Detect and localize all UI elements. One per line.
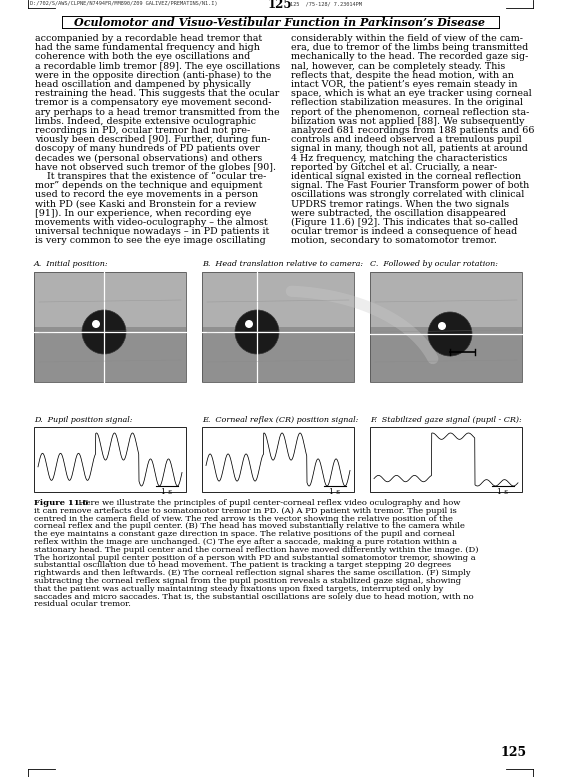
Text: bilization was not applied [88]. We subsequently: bilization was not applied [88]. We subs…	[291, 117, 525, 126]
Text: universal technique nowadays – in PD patients it: universal technique nowadays – in PD pat…	[35, 227, 269, 236]
Bar	[370, 327, 522, 382]
Text: centred in the camera field of view. The red arrow is the vector showing the rel: centred in the camera field of view. The…	[34, 514, 453, 523]
Text: a recordable limb tremor [89]. The eye oscillations: a recordable limb tremor [89]. The eye o…	[35, 61, 280, 71]
Bar	[370, 427, 522, 492]
Text: corneal reflex and the pupil center. (B) The head has moved substantially relati: corneal reflex and the pupil center. (B)…	[34, 522, 465, 531]
Text: 125: 125	[501, 746, 527, 759]
Text: D.  Pupil position signal:: D. Pupil position signal:	[34, 416, 132, 424]
Text: 1 s: 1 s	[329, 488, 341, 496]
Text: it can remove artefacts due to somatomotor tremor in PD. (A) A PD patient with t: it can remove artefacts due to somatomot…	[34, 507, 457, 515]
Text: movements with video-oculography – the almost: movements with video-oculography – the a…	[35, 218, 268, 227]
Text: accompanied by a recordable head tremor that: accompanied by a recordable head tremor …	[35, 34, 262, 43]
Circle shape	[438, 322, 446, 330]
Text: analyzed 681 recordings from 188 patients and 66: analyzed 681 recordings from 188 patient…	[291, 126, 535, 135]
Text: rightwards and then leftwards. (E) The corneal reflection signal shares the same: rightwards and then leftwards. (E) The c…	[34, 570, 471, 577]
Text: A.  Initial position:: A. Initial position:	[34, 260, 109, 268]
Text: decades we (personal observations) and others: decades we (personal observations) and o…	[35, 154, 262, 162]
Text: the eye maintains a constant gaze direction in space. The relative positions of : the eye maintains a constant gaze direct…	[34, 530, 455, 538]
Text: UPDRS tremor ratings. When the two signals: UPDRS tremor ratings. When the two signa…	[291, 200, 509, 208]
Text: C.  Followed by ocular rotation:: C. Followed by ocular rotation:	[370, 260, 498, 268]
Text: restraining the head. This suggests that the ocular: restraining the head. This suggests that…	[35, 89, 279, 98]
Bar	[34, 272, 186, 327]
Text: The horizontal pupil center position of a person with PD and substantial somatom: The horizontal pupil center position of …	[34, 553, 476, 562]
Bar	[370, 272, 522, 327]
Text: subtracting the corneal reflex signal from the pupil position reveals a stabiliz: subtracting the corneal reflex signal fr…	[34, 577, 461, 585]
Text: had the same fundamental frequency and high: had the same fundamental frequency and h…	[35, 44, 260, 52]
Text: identical signal existed in the corneal reflection: identical signal existed in the corneal …	[291, 172, 521, 181]
Circle shape	[82, 310, 126, 354]
Text: saccades and micro saccades. That is, the substantial oscillations are solely du: saccades and micro saccades. That is, th…	[34, 593, 473, 601]
Text: (Figure 11.6) [92]. This indicates that so-called: (Figure 11.6) [92]. This indicates that …	[291, 218, 518, 227]
Text: reflex within the image are unchanged. (C) The eye after a saccade, making a pur: reflex within the image are unchanged. (…	[34, 538, 457, 546]
Text: head oscillation and dampened by physically: head oscillation and dampened by physica…	[35, 80, 251, 89]
Text: is very common to see the eye image oscillating: is very common to see the eye image osci…	[35, 236, 266, 246]
Text: mechanically to the head. The recorded gaze sig-: mechanically to the head. The recorded g…	[291, 52, 528, 61]
Text: motion, secondary to somatomotor tremor.: motion, secondary to somatomotor tremor.	[291, 236, 497, 246]
Text: report of the phenomenon, corneal reflection sta-: report of the phenomenon, corneal reflec…	[291, 107, 530, 117]
Text: signal in many, though not all, patients at around: signal in many, though not all, patients…	[291, 145, 528, 153]
Text: were in the opposite direction (anti-phase) to the: were in the opposite direction (anti-pha…	[35, 71, 272, 80]
Text: reported by Gitchel et al. Crucially, a near-: reported by Gitchel et al. Crucially, a …	[291, 163, 497, 172]
Text: 1 s: 1 s	[162, 488, 173, 496]
Text: Figure 11.6: Figure 11.6	[34, 499, 89, 507]
Circle shape	[92, 320, 100, 328]
Text: reflection stabilization measures. In the original: reflection stabilization measures. In th…	[291, 99, 523, 107]
Text: [91]). In our experience, when recording eye: [91]). In our experience, when recording…	[35, 209, 251, 218]
Text: were subtracted, the oscillation disappeared: were subtracted, the oscillation disappe…	[291, 209, 506, 218]
Text: ocular tremor is indeed a consequence of head: ocular tremor is indeed a consequence of…	[291, 227, 517, 236]
Text: substantial oscillation due to head movement. The patient is tracking a target s: substantial oscillation due to head move…	[34, 562, 451, 570]
Text: 125: 125	[268, 0, 292, 11]
Text: B.  Head translation relative to camera:: B. Head translation relative to camera:	[202, 260, 363, 268]
Circle shape	[235, 310, 279, 354]
Bar	[34, 427, 186, 492]
Text: 1 s: 1 s	[498, 488, 509, 496]
Circle shape	[245, 320, 253, 328]
Text: F.  Stabilized gaze signal (pupil - CR):: F. Stabilized gaze signal (pupil - CR):	[370, 416, 522, 424]
Bar	[202, 272, 354, 327]
Bar	[370, 272, 522, 382]
Text: controls and indeed observed a tremulous pupil: controls and indeed observed a tremulous…	[291, 135, 522, 145]
Text: that the patient was actually maintaining steady fixations upon fixed targets, i: that the patient was actually maintainin…	[34, 585, 443, 593]
Text: limbs. Indeed, despite extensive oculographic: limbs. Indeed, despite extensive oculogr…	[35, 117, 256, 126]
Bar	[34, 327, 186, 382]
Text: residual ocular tremor.: residual ocular tremor.	[34, 601, 131, 608]
Text: have not observed such tremor of the globes [90].: have not observed such tremor of the glo…	[35, 163, 276, 172]
Text: Here we illustrate the principles of pupil center-corneal reflex video oculograp: Here we illustrate the principles of pup…	[73, 499, 461, 507]
Text: era, due to tremor of the limbs being transmitted: era, due to tremor of the limbs being tr…	[291, 44, 528, 52]
Text: 125  /75-128/ 7.23014PM: 125 /75-128/ 7.23014PM	[290, 2, 362, 6]
Bar	[34, 272, 186, 382]
Bar	[202, 327, 354, 382]
Text: It transpires that the existence of “ocular tre-: It transpires that the existence of “ocu…	[35, 172, 266, 181]
Bar	[202, 272, 354, 382]
Text: used to record the eye movements in a person: used to record the eye movements in a pe…	[35, 190, 258, 200]
Text: 4 Hz frequency, matching the characteristics: 4 Hz frequency, matching the characteris…	[291, 154, 507, 162]
Text: space, which is what an eye tracker using corneal: space, which is what an eye tracker usin…	[291, 89, 532, 98]
Text: with PD (see Kaski and Bronstein for a review: with PD (see Kaski and Bronstein for a r…	[35, 200, 256, 208]
Text: nal, however, can be completely steady. This: nal, however, can be completely steady. …	[291, 61, 505, 71]
Text: E.  Corneal reflex (CR) position signal:: E. Corneal reflex (CR) position signal:	[202, 416, 358, 424]
Text: doscopy of many hundreds of PD patients over: doscopy of many hundreds of PD patients …	[35, 145, 260, 153]
Text: tremor is a compensatory eye movement second-: tremor is a compensatory eye movement se…	[35, 99, 272, 107]
Circle shape	[428, 312, 472, 356]
Text: intact VOR, the patient’s eyes remain steady in: intact VOR, the patient’s eyes remain st…	[291, 80, 517, 89]
Text: recordings in PD, ocular tremor had not pre-: recordings in PD, ocular tremor had not …	[35, 126, 250, 135]
Text: coherence with both the eye oscillations and: coherence with both the eye oscillations…	[35, 52, 250, 61]
Bar	[202, 427, 354, 492]
Text: reflects that, despite the head motion, with an: reflects that, despite the head motion, …	[291, 71, 514, 80]
Text: stationary head. The pupil center and the corneal reflection have moved differen: stationary head. The pupil center and th…	[34, 545, 479, 554]
Text: signal. The Fast Fourier Transform power of both: signal. The Fast Fourier Transform power…	[291, 181, 529, 190]
Text: considerably within the field of view of the cam-: considerably within the field of view of…	[291, 34, 523, 43]
Text: D:/702/S/AWS/CLPNE/N7494FR/MM890/Z09 GALIVEZ/PREMATINS/N1.I): D:/702/S/AWS/CLPNE/N7494FR/MM890/Z09 GAL…	[30, 2, 218, 6]
Text: mor” depends on the technique and equipment: mor” depends on the technique and equipm…	[35, 181, 263, 190]
Text: ary perhaps to a head tremor transmitted from the: ary perhaps to a head tremor transmitted…	[35, 107, 279, 117]
Text: viously been described [90]. Further, during fun-: viously been described [90]. Further, du…	[35, 135, 270, 145]
Text: oscillations was strongly correlated with clinical: oscillations was strongly correlated wit…	[291, 190, 525, 200]
Text: Oculomotor and Visuo-Vestibular Function in Parkinson’s Disease: Oculomotor and Visuo-Vestibular Function…	[75, 16, 485, 27]
